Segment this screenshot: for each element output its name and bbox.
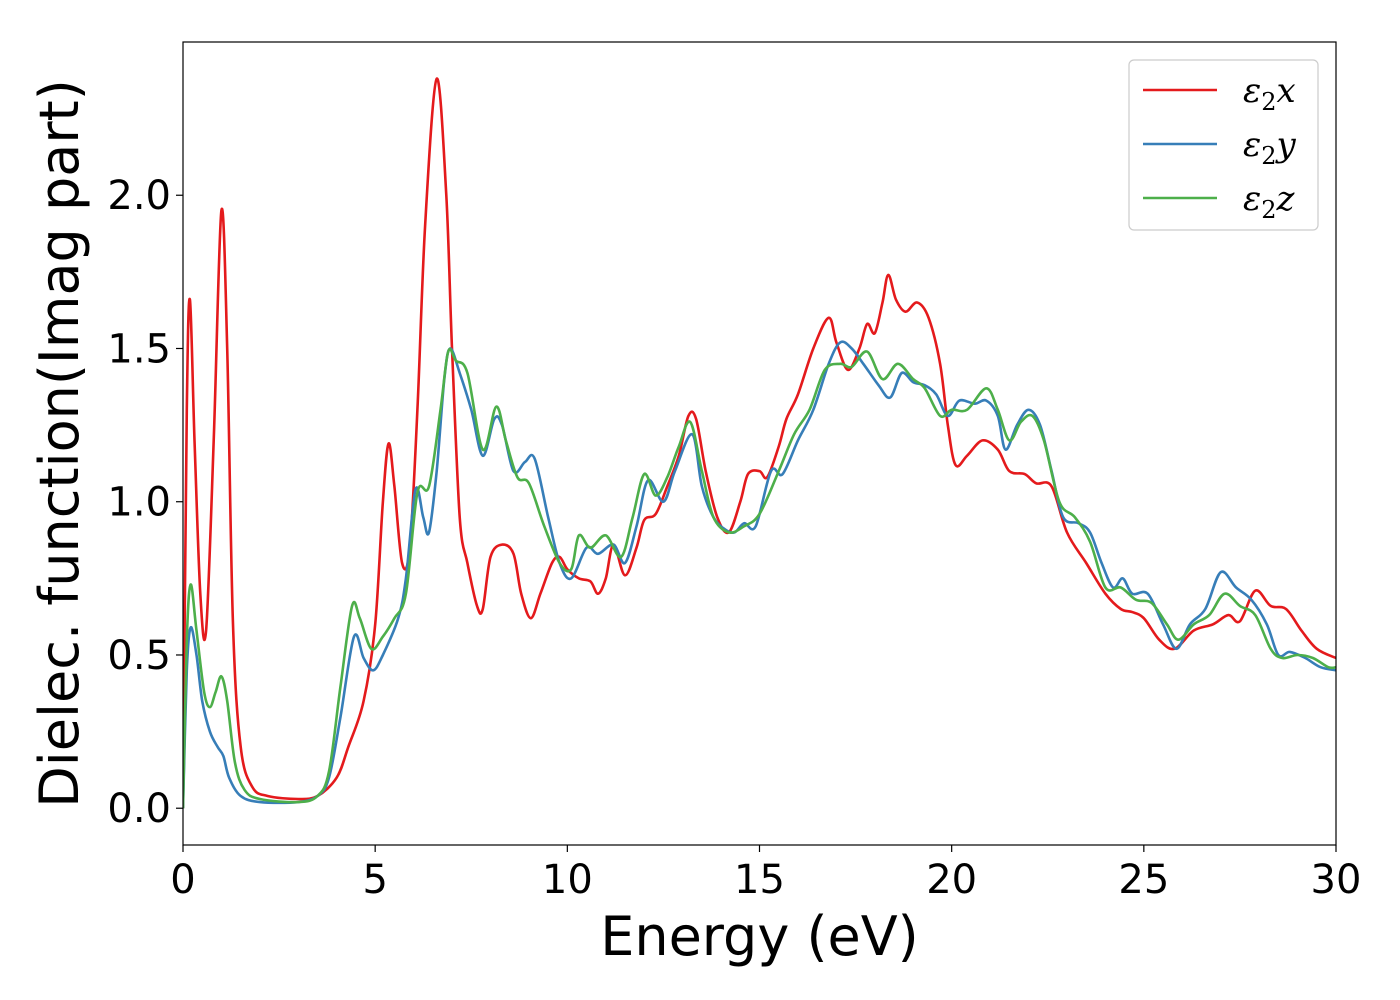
legend-label-x: ε2x — [1243, 71, 1296, 116]
y-tick-label: 1.5 — [107, 326, 171, 372]
legend-label-z: ε2z — [1243, 179, 1296, 224]
x-axis-title: Energy (eV) — [600, 905, 919, 968]
y-tick-label: 1.0 — [107, 480, 171, 526]
y-axis-ticks: 0.0 0.5 1.0 1.5 2.0 — [107, 173, 183, 832]
x-tick-label: 20 — [926, 857, 977, 903]
y-tick-label: 2.0 — [107, 173, 171, 219]
x-tick-label: 30 — [1311, 857, 1362, 903]
legend: ε2x ε2y ε2z — [1128, 59, 1319, 231]
y-axis-title: Dielec. function(Imag part) — [28, 79, 91, 808]
y-tick-label: 0.0 — [107, 786, 171, 832]
series-line-x — [183, 77, 1336, 809]
y-tick-label: 0.5 — [107, 633, 171, 679]
x-tick-label: 0 — [170, 857, 195, 903]
legend-label-y: ε2y — [1243, 125, 1297, 170]
legend-box — [1128, 59, 1319, 231]
x-tick-label: 5 — [362, 857, 387, 903]
series-line-z — [183, 347, 1336, 809]
x-tick-label: 15 — [734, 857, 785, 903]
x-axis-ticks: 0 5 10 15 20 25 30 — [170, 845, 1361, 903]
x-tick-label: 25 — [1118, 857, 1169, 903]
x-tick-label: 10 — [542, 857, 593, 903]
series-layer — [183, 77, 1336, 809]
